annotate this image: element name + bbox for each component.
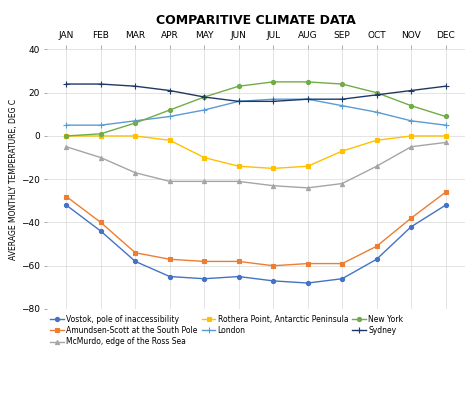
- Amundsen-Scott at the South Pole: [443, 190, 448, 195]
- Amundsen-Scott at the South Pole: [408, 216, 414, 221]
- Sydney: [270, 99, 276, 104]
- Rothera Point, Antarctic Peninsula: [64, 133, 69, 138]
- Rothera Point, Antarctic Peninsula: [236, 164, 242, 169]
- McMurdo, edge of the Ross Sea: [236, 179, 242, 184]
- Sydney: [132, 84, 138, 89]
- New York: [270, 80, 276, 84]
- Line: New York: New York: [64, 80, 447, 138]
- Amundsen-Scott at the South Pole: [270, 263, 276, 268]
- Amundsen-Scott at the South Pole: [64, 194, 69, 199]
- New York: [132, 121, 138, 126]
- Amundsen-Scott at the South Pole: [236, 259, 242, 264]
- Rothera Point, Antarctic Peninsula: [132, 133, 138, 138]
- New York: [98, 131, 104, 136]
- Vostok, pole of inaccessibility: [132, 259, 138, 264]
- Line: McMurdo, edge of the Ross Sea: McMurdo, edge of the Ross Sea: [64, 140, 447, 190]
- Vostok, pole of inaccessibility: [236, 274, 242, 279]
- Vostok, pole of inaccessibility: [167, 274, 173, 279]
- Title: COMPARITIVE CLIMATE DATA: COMPARITIVE CLIMATE DATA: [156, 14, 356, 28]
- Line: Sydney: Sydney: [63, 81, 449, 105]
- Rothera Point, Antarctic Peninsula: [374, 138, 380, 143]
- London: [132, 118, 138, 123]
- London: [305, 97, 310, 102]
- Rothera Point, Antarctic Peninsula: [167, 138, 173, 143]
- Vostok, pole of inaccessibility: [339, 276, 345, 281]
- London: [408, 118, 414, 123]
- McMurdo, edge of the Ross Sea: [167, 179, 173, 184]
- Rothera Point, Antarctic Peninsula: [270, 166, 276, 171]
- London: [167, 114, 173, 119]
- McMurdo, edge of the Ross Sea: [201, 179, 207, 184]
- London: [236, 99, 242, 104]
- Sydney: [236, 99, 242, 104]
- Line: Amundsen-Scott at the South Pole: Amundsen-Scott at the South Pole: [64, 190, 447, 268]
- New York: [167, 108, 173, 112]
- Rothera Point, Antarctic Peninsula: [408, 133, 414, 138]
- Rothera Point, Antarctic Peninsula: [98, 133, 104, 138]
- London: [64, 123, 69, 128]
- McMurdo, edge of the Ross Sea: [64, 144, 69, 149]
- Line: Rothera Point, Antarctic Peninsula: Rothera Point, Antarctic Peninsula: [64, 134, 447, 171]
- New York: [374, 90, 380, 95]
- McMurdo, edge of the Ross Sea: [270, 183, 276, 188]
- London: [98, 123, 104, 128]
- Sydney: [408, 88, 414, 93]
- London: [374, 110, 380, 115]
- Vostok, pole of inaccessibility: [64, 203, 69, 208]
- Vostok, pole of inaccessibility: [201, 276, 207, 281]
- New York: [201, 95, 207, 100]
- New York: [339, 82, 345, 87]
- Y-axis label: AVERAGE MONTHLY TEMPERATURE, DEG C: AVERAGE MONTHLY TEMPERATURE, DEG C: [9, 98, 18, 260]
- Rothera Point, Antarctic Peninsula: [339, 149, 345, 154]
- Amundsen-Scott at the South Pole: [98, 220, 104, 225]
- Sydney: [443, 84, 448, 89]
- Vostok, pole of inaccessibility: [374, 257, 380, 262]
- McMurdo, edge of the Ross Sea: [443, 140, 448, 145]
- Rothera Point, Antarctic Peninsula: [443, 133, 448, 138]
- Sydney: [374, 92, 380, 97]
- Vostok, pole of inaccessibility: [270, 279, 276, 283]
- Sydney: [339, 97, 345, 102]
- McMurdo, edge of the Ross Sea: [98, 155, 104, 160]
- McMurdo, edge of the Ross Sea: [132, 170, 138, 175]
- Sydney: [305, 97, 310, 102]
- Rothera Point, Antarctic Peninsula: [305, 164, 310, 169]
- Rothera Point, Antarctic Peninsula: [201, 155, 207, 160]
- Amundsen-Scott at the South Pole: [201, 259, 207, 264]
- London: [339, 103, 345, 108]
- Sydney: [64, 82, 69, 87]
- London: [201, 108, 207, 112]
- Line: London: London: [63, 96, 449, 129]
- New York: [236, 84, 242, 89]
- McMurdo, edge of the Ross Sea: [374, 164, 380, 169]
- Sydney: [167, 88, 173, 93]
- New York: [443, 114, 448, 119]
- McMurdo, edge of the Ross Sea: [339, 181, 345, 186]
- Vostok, pole of inaccessibility: [408, 225, 414, 229]
- Sydney: [98, 82, 104, 87]
- McMurdo, edge of the Ross Sea: [305, 185, 310, 190]
- London: [443, 123, 448, 128]
- Amundsen-Scott at the South Pole: [374, 244, 380, 249]
- Vostok, pole of inaccessibility: [443, 203, 448, 208]
- Line: Vostok, pole of inaccessibility: Vostok, pole of inaccessibility: [64, 203, 447, 285]
- Amundsen-Scott at the South Pole: [305, 261, 310, 266]
- Legend: Vostok, pole of inaccessibility, Amundsen-Scott at the South Pole, McMurdo, edge: Vostok, pole of inaccessibility, Amundse…: [47, 311, 406, 349]
- Amundsen-Scott at the South Pole: [167, 257, 173, 262]
- New York: [305, 80, 310, 84]
- Vostok, pole of inaccessibility: [305, 281, 310, 286]
- Sydney: [201, 95, 207, 100]
- New York: [64, 133, 69, 138]
- Vostok, pole of inaccessibility: [98, 229, 104, 234]
- Amundsen-Scott at the South Pole: [339, 261, 345, 266]
- Amundsen-Scott at the South Pole: [132, 250, 138, 255]
- McMurdo, edge of the Ross Sea: [408, 144, 414, 149]
- New York: [408, 103, 414, 108]
- London: [270, 97, 276, 102]
